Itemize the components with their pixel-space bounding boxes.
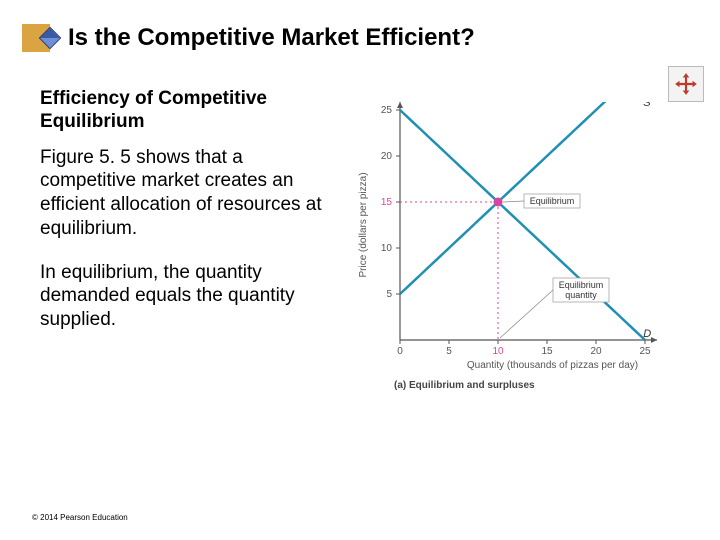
svg-text:Equilibrium: Equilibrium bbox=[559, 280, 604, 290]
paragraph-1: Figure 5. 5 shows that a competitive mar… bbox=[40, 146, 340, 241]
page-title: Is the Competitive Market Efficient? bbox=[68, 24, 475, 52]
move-icon[interactable] bbox=[668, 66, 704, 102]
svg-text:Quantity (thousands of pizzas: Quantity (thousands of pizzas per day) bbox=[467, 360, 638, 371]
svg-text:(a) Equilibrium and surpluses: (a) Equilibrium and surpluses bbox=[394, 380, 535, 391]
svg-text:25: 25 bbox=[381, 105, 393, 116]
svg-text:10: 10 bbox=[492, 346, 504, 357]
svg-text:quantity: quantity bbox=[565, 290, 597, 300]
svg-text:20: 20 bbox=[381, 151, 393, 162]
subheading: Efficiency of Competitive Equilibrium bbox=[40, 88, 340, 134]
chart-column: 0510152025510152025Quantity (thousands o… bbox=[350, 88, 702, 402]
svg-text:S: S bbox=[643, 102, 651, 109]
svg-text:5: 5 bbox=[446, 346, 452, 357]
svg-text:Equilibrium: Equilibrium bbox=[530, 196, 575, 206]
text-column: Efficiency of Competitive Equilibrium Fi… bbox=[40, 88, 350, 402]
arrows-move-icon bbox=[673, 71, 699, 97]
svg-text:D: D bbox=[643, 328, 651, 340]
svg-text:Price (dollars per pizza): Price (dollars per pizza) bbox=[358, 172, 369, 277]
svg-text:10: 10 bbox=[381, 243, 393, 254]
svg-text:15: 15 bbox=[381, 197, 393, 208]
svg-text:0: 0 bbox=[397, 346, 403, 357]
paragraph-2: In equilibrium, the quantity demanded eq… bbox=[40, 261, 340, 332]
chart-svg: 0510152025510152025Quantity (thousands o… bbox=[350, 102, 680, 402]
svg-text:15: 15 bbox=[541, 346, 553, 357]
svg-text:5: 5 bbox=[386, 289, 392, 300]
equilibrium-chart: 0510152025510152025Quantity (thousands o… bbox=[350, 102, 680, 402]
copyright-footer: © 2014 Pearson Education bbox=[32, 513, 128, 522]
svg-text:20: 20 bbox=[590, 346, 602, 357]
title-decoration bbox=[22, 24, 58, 52]
svg-text:25: 25 bbox=[639, 346, 651, 357]
